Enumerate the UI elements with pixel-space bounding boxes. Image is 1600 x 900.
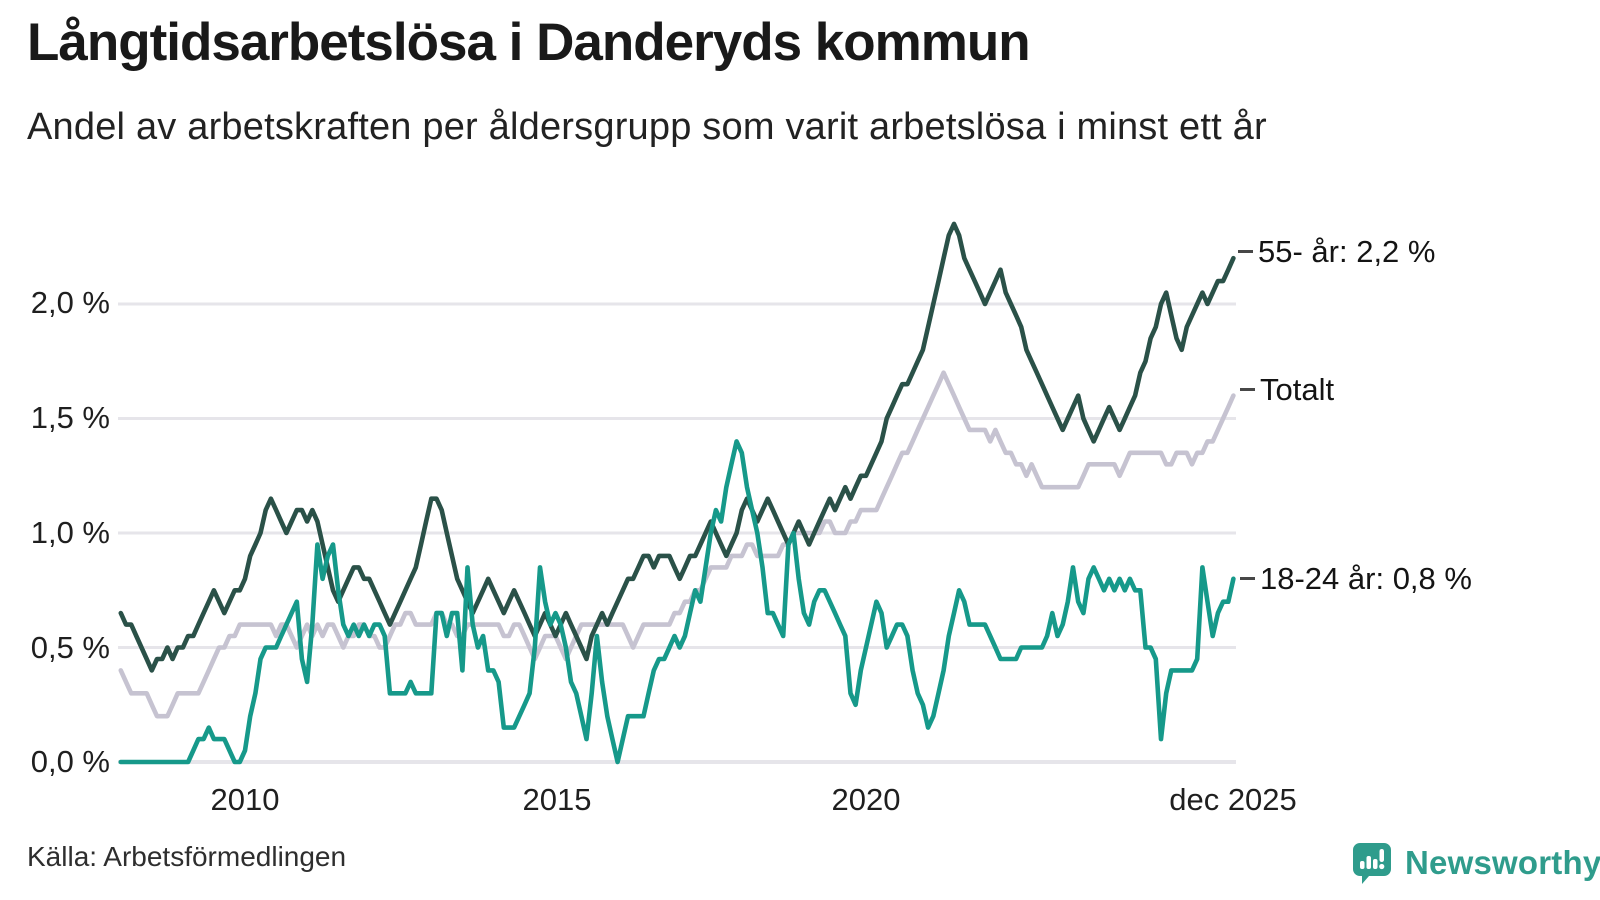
newsworthy-wordmark: Newsworthy — [1405, 844, 1600, 881]
series-label-55: 55- år: 2,2 % — [1258, 234, 1436, 269]
series-end-tick-totalt — [1240, 388, 1255, 391]
source-credit: Källa: Arbetsförmedlingen — [27, 841, 347, 872]
series-line-totalt — [118, 370, 1236, 719]
speech-bubble-bar-chart-icon — [1353, 843, 1391, 884]
x-axis-label-dec-2025: dec 2025 — [1169, 782, 1297, 817]
series-label-totalt: Totalt — [1260, 372, 1335, 407]
gridlines — [118, 302, 1236, 764]
y-axis-label-10: 1,0 % — [30, 515, 110, 550]
page-subtitle: Andel av arbetskraften per åldersgrupp s… — [27, 106, 1267, 148]
newsworthy-logo: Newsworthy — [1352, 842, 1600, 884]
series-line-55-r — [118, 221, 1236, 673]
series-end-tick-55 — [1238, 250, 1253, 253]
series-label-18-24: 18-24 år: 0,8 % — [1260, 561, 1472, 596]
x-axis-label-2020: 2020 — [831, 782, 901, 817]
page-title: Långtidsarbetslösa i Danderyds kommun — [27, 13, 1031, 72]
y-axis-label-0: 0,0 % — [30, 744, 110, 779]
y-axis-label-20: 2,0 % — [30, 285, 110, 320]
y-axis-label-05: 0,5 % — [30, 630, 110, 665]
series-line-18-24-r — [118, 439, 1236, 765]
x-axis-label-2015: 2015 — [522, 782, 592, 817]
series-end-tick-18-24 — [1240, 577, 1255, 580]
x-axis-label-2010: 2010 — [210, 782, 280, 817]
y-axis-label-15: 1,5 % — [30, 400, 110, 435]
